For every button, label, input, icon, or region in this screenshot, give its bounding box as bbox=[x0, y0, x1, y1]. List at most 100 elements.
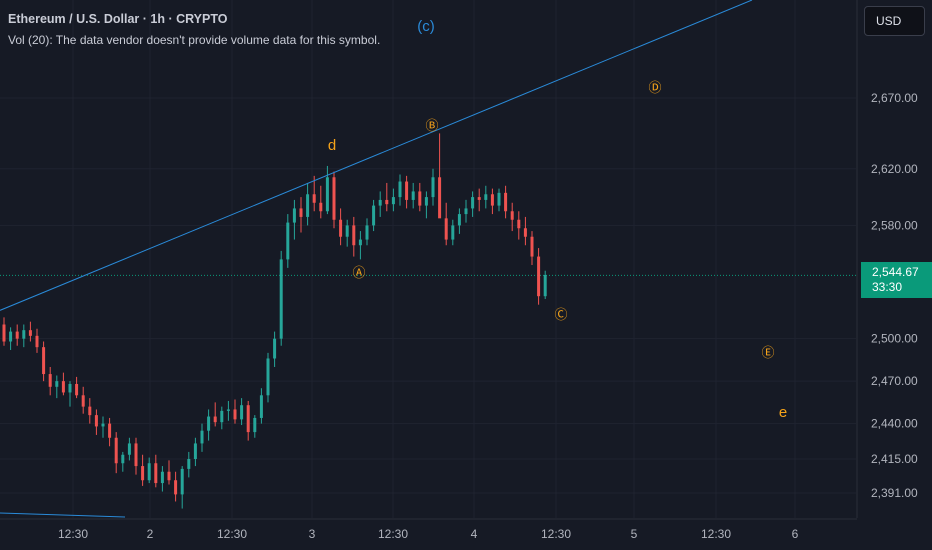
candle-body bbox=[193, 443, 197, 459]
candle-body bbox=[75, 383, 79, 396]
candle-body bbox=[385, 199, 389, 205]
candle-body bbox=[35, 335, 39, 348]
candle-body bbox=[259, 395, 263, 418]
candle-body bbox=[523, 228, 527, 237]
wave-labels: (c) d Ⓑ Ⓓ Ⓐ Ⓒ Ⓔe bbox=[328, 18, 787, 421]
candle-body bbox=[226, 409, 230, 411]
candle-body bbox=[9, 331, 13, 342]
wave-label: Ⓑ bbox=[425, 118, 438, 133]
chart-grid bbox=[0, 0, 858, 520]
candlestick-series bbox=[2, 133, 547, 509]
price-tick-label: 2,470.00 bbox=[871, 374, 918, 388]
candle-body bbox=[543, 274, 547, 297]
candle-body bbox=[207, 416, 211, 431]
candle-body bbox=[444, 218, 448, 240]
candle-body bbox=[273, 338, 277, 359]
candle-body bbox=[167, 471, 171, 481]
candle-body bbox=[266, 358, 270, 396]
candle-body bbox=[233, 409, 237, 420]
time-tick-label: 4 bbox=[471, 527, 478, 541]
candle-body bbox=[286, 222, 290, 260]
candle-body bbox=[418, 191, 422, 206]
time-tick-label: 3 bbox=[309, 527, 316, 541]
candle-body bbox=[352, 225, 356, 246]
candle-body bbox=[451, 225, 455, 240]
price-tick-label: 2,415.00 bbox=[871, 452, 918, 466]
price-tick-label: 2,620.00 bbox=[871, 162, 918, 176]
candle-body bbox=[431, 177, 435, 198]
candle-body bbox=[2, 324, 6, 342]
candle-body bbox=[464, 208, 468, 215]
candle-body bbox=[510, 211, 514, 220]
candle-body bbox=[332, 177, 336, 220]
currency-button[interactable]: USD bbox=[864, 6, 925, 36]
candle-body bbox=[114, 437, 118, 464]
time-axis[interactable]: 12:30 2 12:30 3 12:30 4 12:30 5 12:30 6 bbox=[58, 527, 799, 541]
time-tick-label: 12:30 bbox=[58, 527, 88, 541]
wave-label: Ⓓ bbox=[648, 80, 661, 95]
candle-body bbox=[213, 416, 217, 423]
wave-label: Ⓔ bbox=[761, 345, 774, 360]
candle-body bbox=[490, 194, 494, 206]
candle-body bbox=[94, 415, 98, 427]
candle-body bbox=[457, 214, 461, 226]
candle-body bbox=[405, 181, 409, 200]
candle-body bbox=[537, 256, 541, 297]
last-price-value: 2,544.67 bbox=[872, 265, 919, 279]
candle-body bbox=[253, 417, 257, 433]
candle-body bbox=[438, 177, 442, 219]
price-tick-label: 2,670.00 bbox=[871, 91, 918, 105]
price-tick-label: 2,500.00 bbox=[871, 332, 918, 346]
candle-body bbox=[187, 459, 191, 469]
candle-body bbox=[345, 225, 349, 237]
candle-body bbox=[530, 236, 534, 257]
candle-body bbox=[121, 454, 125, 464]
time-tick-label: 6 bbox=[792, 527, 799, 541]
candle-body bbox=[42, 347, 46, 375]
candle-body bbox=[471, 197, 475, 209]
volume-indicator-notice: Vol (20): The data vendor doesn't provid… bbox=[8, 33, 381, 47]
candle-body bbox=[61, 381, 65, 393]
candle-body bbox=[180, 468, 184, 495]
candle-body bbox=[365, 225, 369, 240]
price-tick-label: 2,440.00 bbox=[871, 417, 918, 431]
time-tick-label: 12:30 bbox=[701, 527, 731, 541]
candle-body bbox=[15, 331, 19, 339]
price-axis[interactable]: 2,670.00 2,620.00 2,580.00 2,500.00 2,470.00… bbox=[871, 91, 918, 500]
candle-body bbox=[292, 208, 296, 223]
wave-label: d bbox=[328, 137, 336, 154]
price-tick-label: 2,391.00 bbox=[871, 486, 918, 500]
candle-body bbox=[101, 423, 105, 427]
upper-trendline bbox=[0, 0, 753, 311]
candle-body bbox=[319, 202, 323, 212]
candle-body bbox=[141, 466, 145, 481]
candle-body bbox=[147, 463, 151, 481]
candle-body bbox=[325, 177, 329, 212]
symbol-title[interactable]: Ethereum / U.S. Dollar · 1h · CRYPTO bbox=[8, 12, 228, 26]
candle-body bbox=[517, 219, 521, 229]
wave-label: e bbox=[779, 404, 787, 421]
candle-body bbox=[48, 374, 52, 387]
candle-body bbox=[246, 405, 250, 433]
candle-body bbox=[477, 197, 481, 200]
candle-body bbox=[299, 208, 303, 217]
candle-body bbox=[108, 423, 112, 438]
wave-label: Ⓒ bbox=[554, 307, 567, 322]
price-tick-label: 2,580.00 bbox=[871, 218, 918, 232]
candle-body bbox=[200, 430, 204, 444]
candle-body bbox=[279, 259, 283, 339]
candle-body bbox=[372, 205, 376, 226]
candle-body bbox=[497, 192, 501, 206]
last-price-badge: 2,544.67 33:30 bbox=[861, 262, 932, 298]
time-tick-label: 12:30 bbox=[217, 527, 247, 541]
wave-label: (c) bbox=[417, 18, 435, 35]
candle-body bbox=[358, 239, 362, 246]
wave-label: Ⓐ bbox=[352, 265, 365, 280]
candle-body bbox=[127, 443, 131, 455]
candle-body bbox=[411, 191, 415, 200]
trendlines bbox=[0, 0, 753, 518]
candle-body bbox=[504, 192, 508, 212]
time-tick-label: 12:30 bbox=[541, 527, 571, 541]
candle-body bbox=[88, 406, 92, 416]
